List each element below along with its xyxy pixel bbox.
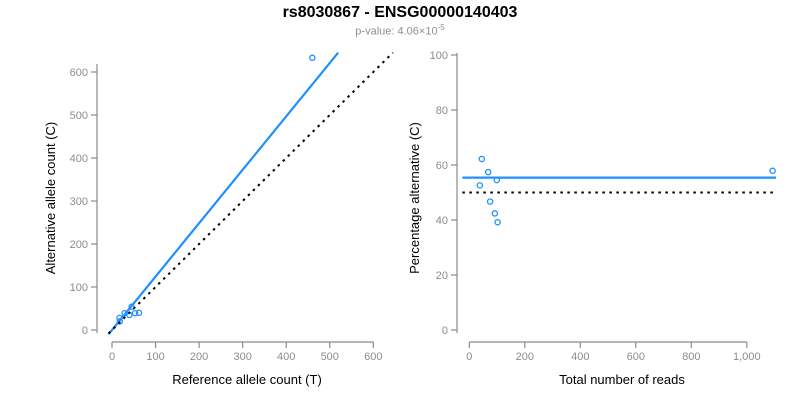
y-tick-label: 40 — [436, 215, 448, 227]
x-tick-label: 200 — [516, 351, 534, 363]
x-tick-label: 0 — [466, 351, 472, 363]
data-point — [494, 218, 501, 226]
y-tick-label: 100 — [70, 282, 88, 294]
x-tick-label: 500 — [321, 351, 339, 363]
y-tick-label: 500 — [70, 110, 88, 122]
data-point — [484, 168, 492, 176]
fit-line — [107, 51, 340, 335]
x-axis-title: Reference allele count (T) — [172, 372, 322, 387]
y-tick-label: 300 — [70, 196, 88, 208]
reference-line — [107, 51, 394, 335]
y-tick-label: 100 — [430, 50, 448, 62]
y-tick-label: 60 — [436, 160, 448, 172]
data-point — [478, 155, 486, 163]
pvalue-exponent: -5 — [437, 23, 445, 32]
y-axis-title: Percentage alternative (C) — [407, 122, 422, 274]
x-tick-label: 800 — [682, 351, 700, 363]
data-point — [309, 54, 316, 62]
x-tick-label: 400 — [571, 351, 589, 363]
figure-subtitle: p-value: 4.06×10-5 — [0, 23, 800, 38]
x-tick-label: 400 — [277, 351, 295, 363]
y-tick-label: 400 — [70, 153, 88, 165]
y-tick-label: 0 — [442, 325, 448, 337]
y-tick-label: 600 — [70, 67, 88, 79]
y-axis-title: Alternative allele count (C) — [43, 122, 58, 274]
right-plot: 0 20 40 60 80 100 0 200 400 600 800 1,000 Total numb… — [407, 50, 776, 387]
x-tick-label: 200 — [190, 351, 208, 363]
y-tick-label: 0 — [82, 325, 88, 337]
data-point — [476, 182, 484, 189]
left-plot: 0 100 200 300 400 500 600 0 100 200 300 400 500 600 Re… — [43, 51, 394, 387]
x-tick-label: 0 — [109, 351, 115, 363]
data-point — [131, 309, 139, 317]
data-point — [491, 210, 499, 217]
x-tick-label: 100 — [146, 351, 164, 363]
x-tick-label: 600 — [364, 351, 382, 363]
data-point — [486, 198, 494, 205]
x-tick-label: 300 — [233, 351, 251, 363]
y-tick-label: 20 — [436, 270, 448, 282]
x-tick-label: 1,000 — [733, 351, 761, 363]
y-tick-label: 200 — [70, 239, 88, 251]
x-tick-label: 600 — [627, 351, 645, 363]
data-point — [769, 167, 776, 175]
y-tick-label: 80 — [436, 105, 448, 117]
figure-title: rs8030867 - ENSG00000140403 — [282, 4, 518, 21]
data-point — [135, 309, 143, 317]
pvalue-text: p-value: 4.06×10 — [355, 25, 438, 38]
x-axis-title: Total number of reads — [559, 372, 685, 387]
